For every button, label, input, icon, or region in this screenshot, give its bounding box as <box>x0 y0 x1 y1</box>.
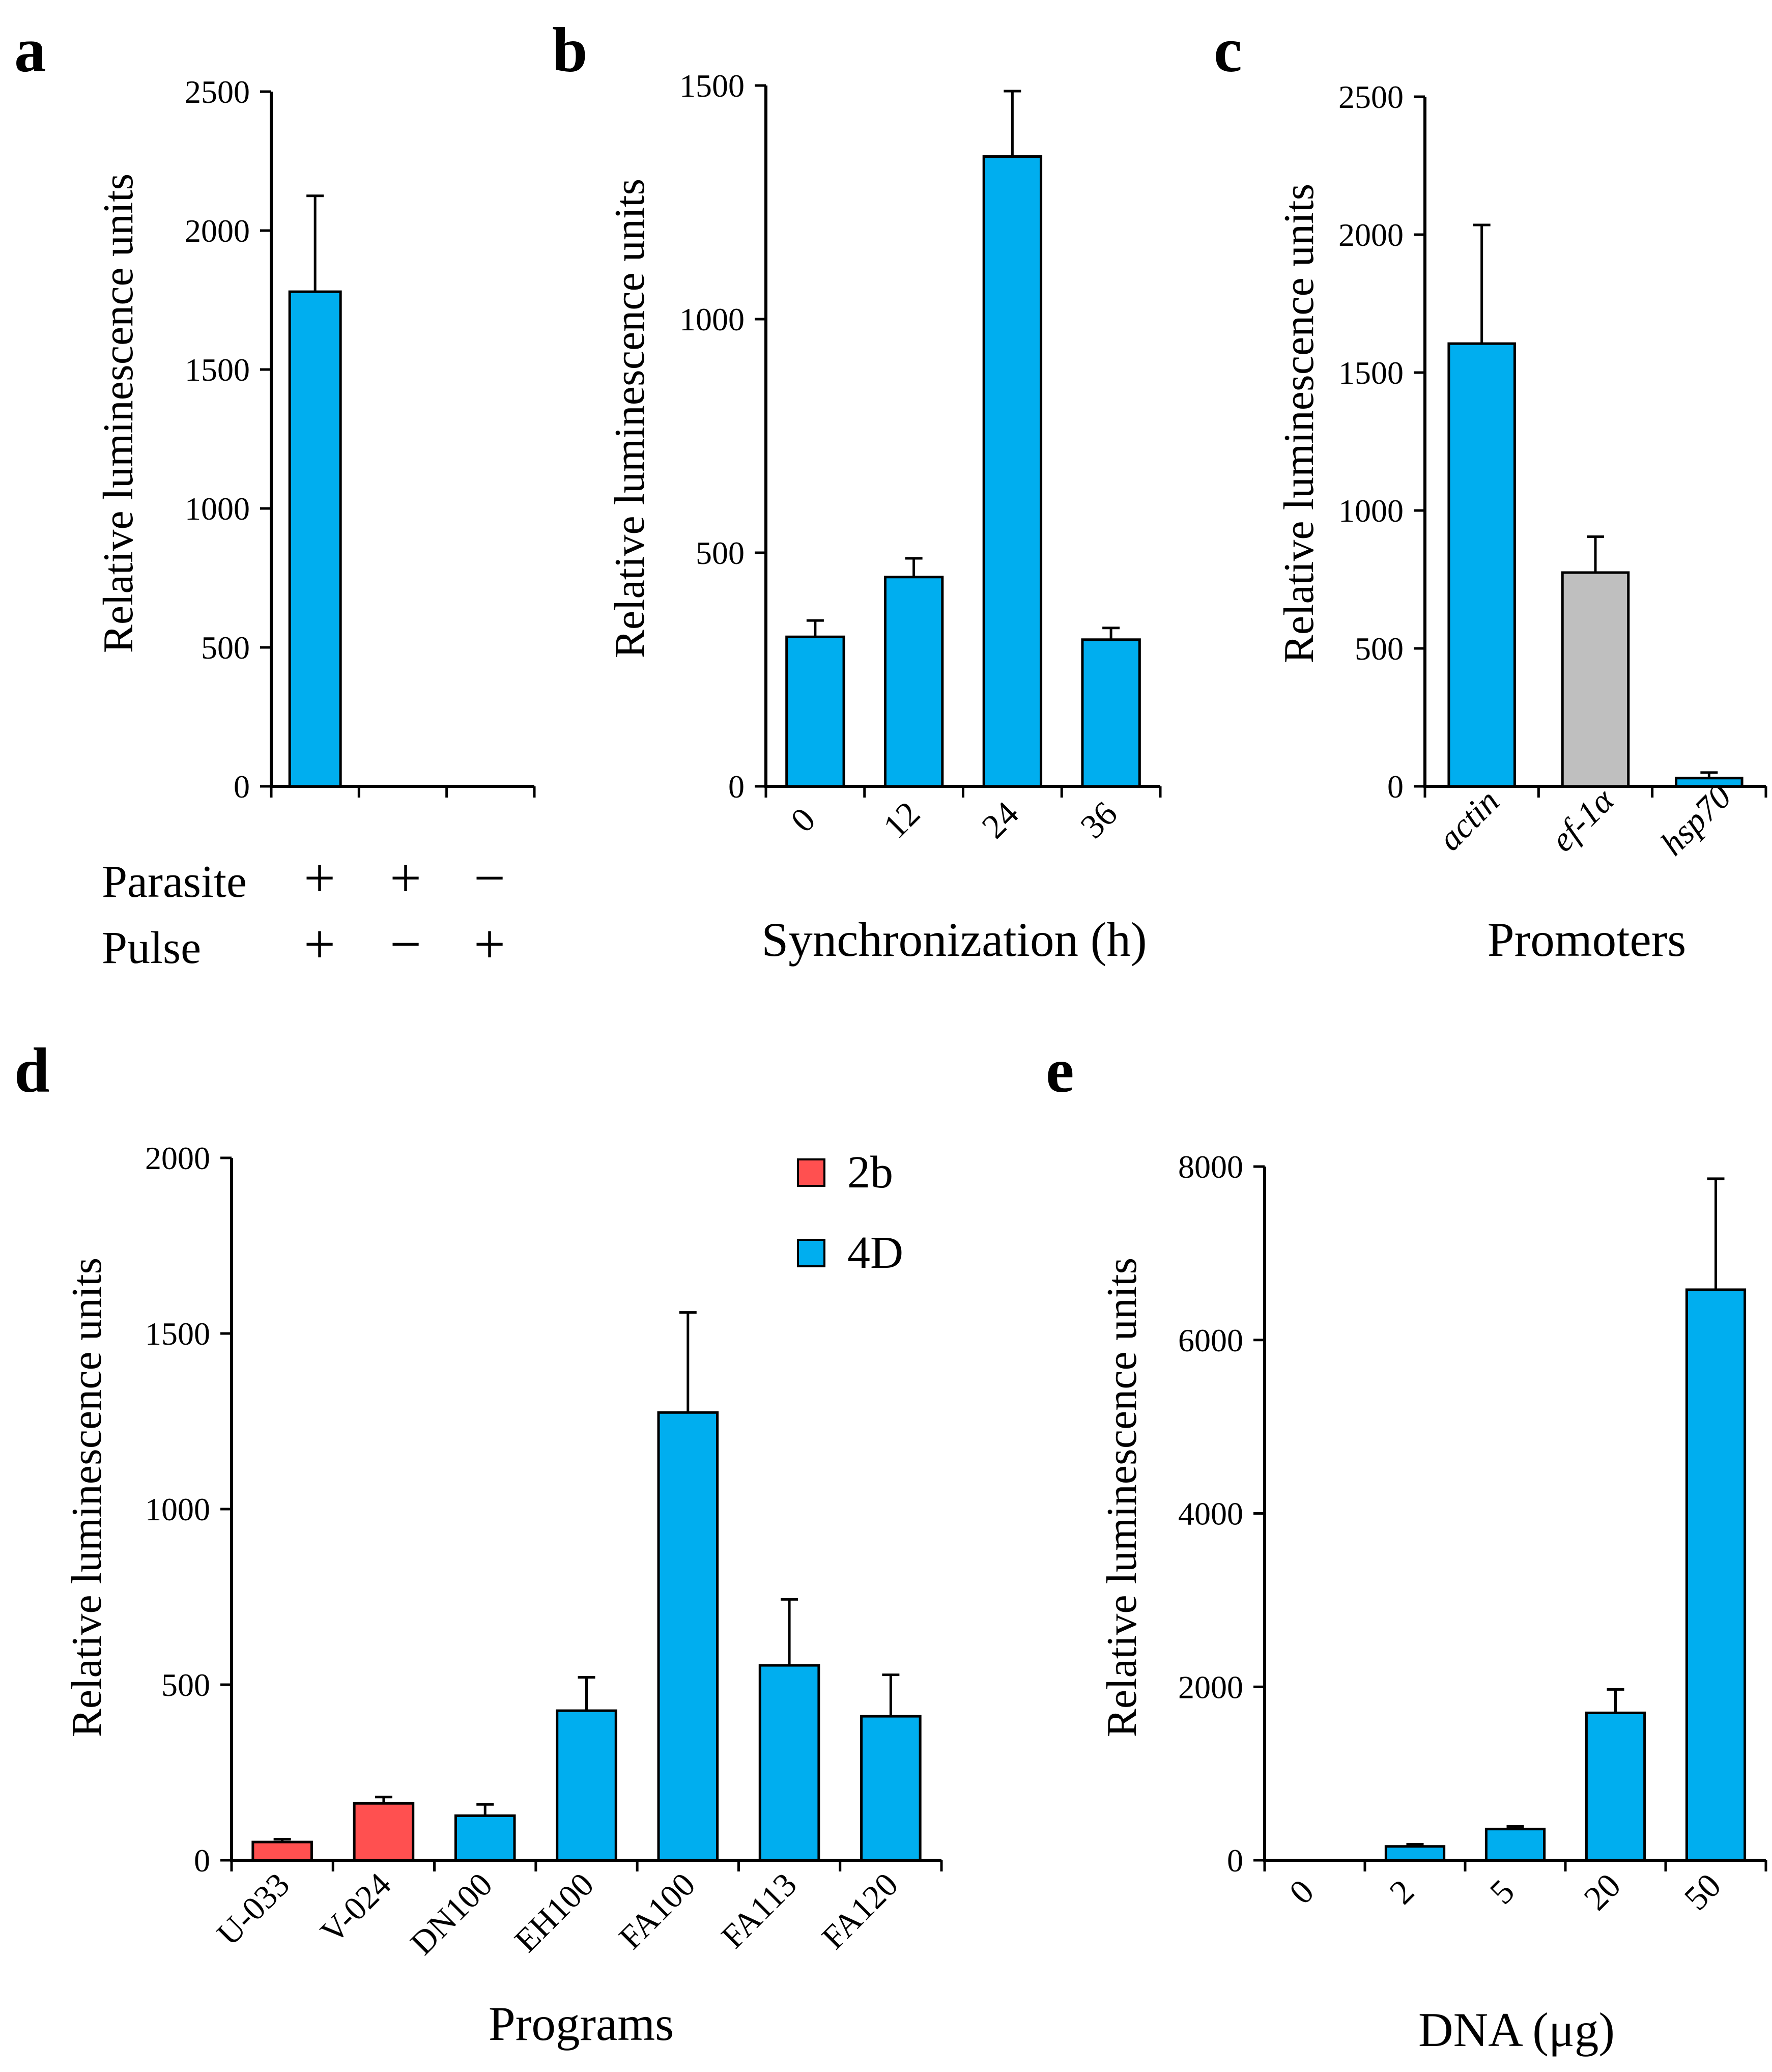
x-tick-label-c: ef-1α <box>1543 780 1622 859</box>
chart-e: 0 2000 4000 6000 8000 0 2 5 20 50 <box>1178 1149 1767 1918</box>
y-tick-label-e: 2000 <box>1178 1669 1243 1705</box>
bar-e-4 <box>1585 1711 1646 1862</box>
bar-e-2 <box>1384 1845 1446 1862</box>
legend-label-2b: 2b <box>847 1147 893 1198</box>
y-tick-label-b: 1000 <box>679 301 745 337</box>
x-tick-label-e: 50 <box>1676 1866 1728 1918</box>
y-tick-label-a: 1500 <box>185 352 250 388</box>
y-tick-label-e: 6000 <box>1178 1322 1243 1358</box>
bar-b-3 <box>982 155 1043 788</box>
y-tick-label-d: 500 <box>161 1667 210 1703</box>
legend-swatch-4d <box>797 1239 825 1267</box>
x-tick-label-d: U-033 <box>210 1866 297 1953</box>
chart-c: 0 500 1000 1500 2000 2500 actin ef-1α hsp70 <box>1338 79 1767 863</box>
y-tick-label-a: 500 <box>201 630 250 666</box>
panel-letter-a: a <box>14 15 46 86</box>
table-row-label-parasite: Parasite <box>102 857 247 907</box>
y-axis-title-c: Relative luminescence units <box>1275 184 1323 663</box>
panel-letter-b: b <box>552 15 588 86</box>
bar-d-5 <box>657 1411 719 1862</box>
x-tick-label-b: 36 <box>1073 794 1125 846</box>
y-tick-label-d: 1000 <box>145 1491 210 1527</box>
y-axis-title-b: Relative luminescence units <box>606 179 653 658</box>
y-tick-label-e: 4000 <box>1178 1496 1243 1532</box>
x-tick-label-e: 0 <box>1281 1872 1321 1912</box>
x-tick-label-c: hsp70 <box>1653 777 1739 863</box>
bar-d-7 <box>860 1715 922 1862</box>
x-tick-label-d: DN100 <box>404 1866 500 1962</box>
bar-d-2 <box>353 1802 415 1862</box>
y-tick-label-c: 0 <box>1387 769 1404 805</box>
table-sign-parasite-1: + <box>304 847 335 909</box>
y-tick-label-c: 1500 <box>1338 355 1404 391</box>
x-tick-label-e: 2 <box>1382 1872 1421 1912</box>
y-tick-label-a: 2000 <box>185 213 250 249</box>
bar-b-1 <box>785 635 845 788</box>
y-tick-label-d: 1500 <box>145 1316 210 1352</box>
x-tick-label-d: V-024 <box>313 1866 398 1951</box>
y-tick-label-b: 0 <box>728 769 745 805</box>
bar-d-3 <box>454 1814 516 1862</box>
x-tick-label-b: 0 <box>783 800 823 840</box>
legend-swatch-2b <box>797 1158 825 1187</box>
y-axis-title-e: Relative luminescence units <box>1098 1258 1146 1737</box>
table-sign-parasite-3: − <box>474 847 505 909</box>
x-tick-label-d: EH100 <box>507 1866 601 1960</box>
x-axis-title-c: Promoters <box>1488 913 1687 967</box>
y-tick-label-b: 1500 <box>679 68 745 104</box>
x-axis-title-d: Programs <box>489 1997 674 2051</box>
bar-d-6 <box>758 1664 820 1862</box>
x-tick-label-e: 5 <box>1482 1872 1522 1912</box>
panel-letter-c: c <box>1214 15 1242 86</box>
y-tick-label-b: 500 <box>696 535 745 571</box>
y-tick-label-e: 8000 <box>1178 1149 1243 1185</box>
bar-b-2 <box>883 576 944 788</box>
y-tick-label-c: 1000 <box>1338 493 1404 529</box>
bar-c-2 <box>1561 571 1630 788</box>
y-tick-label-c: 500 <box>1355 631 1404 667</box>
panel-letter-d: d <box>14 1036 50 1106</box>
x-axis-title-e: DNA (μg) <box>1418 2003 1615 2057</box>
bar-c-1 <box>1447 342 1516 788</box>
chart-b: 0 500 1000 1500 0 12 24 36 <box>679 68 1162 846</box>
table-sign-pulse-1: + <box>304 913 335 975</box>
y-tick-label-a: 1000 <box>185 491 250 527</box>
x-tick-label-b: 24 <box>974 794 1026 846</box>
bar-e-3 <box>1484 1828 1546 1862</box>
x-tick-label-b: 12 <box>875 794 927 846</box>
bar-d-1 <box>251 1840 313 1862</box>
panel-letter-e: e <box>1046 1036 1074 1106</box>
table-sign-pulse-3: + <box>474 913 505 975</box>
y-tick-label-c: 2500 <box>1338 79 1404 115</box>
bar-e-5 <box>1685 1288 1747 1862</box>
chart-a: 0 500 1000 1500 2000 2500 <box>185 74 536 805</box>
bar-a-1 <box>288 290 342 788</box>
table-sign-parasite-2: + <box>390 847 421 909</box>
x-tick-label-d: FA100 <box>612 1866 703 1956</box>
y-tick-label-d: 2000 <box>145 1140 210 1176</box>
table-sign-pulse-2: − <box>390 913 421 975</box>
x-tick-label-d: FA113 <box>714 1866 804 1955</box>
y-tick-label-c: 2000 <box>1338 217 1404 253</box>
y-tick-label-d: 0 <box>194 1842 210 1879</box>
y-axis-title-d: Relative luminescence units <box>63 1258 110 1737</box>
table-row-label-pulse: Pulse <box>102 923 201 973</box>
x-tick-label-d: FA120 <box>815 1866 905 1956</box>
x-tick-label-c: actin <box>1430 782 1506 858</box>
legend-label-4d: 4D <box>847 1228 903 1278</box>
y-tick-label-a: 0 <box>234 769 250 805</box>
y-tick-label-e: 0 <box>1227 1842 1243 1879</box>
x-tick-label-e: 20 <box>1576 1866 1628 1918</box>
bar-b-4 <box>1081 638 1141 788</box>
x-axis-title-b: Synchronization (h) <box>761 913 1147 967</box>
y-axis-title-a: Relative luminescence units <box>95 174 142 653</box>
y-tick-label-a: 2500 <box>185 74 250 110</box>
bar-d-4 <box>556 1709 617 1862</box>
